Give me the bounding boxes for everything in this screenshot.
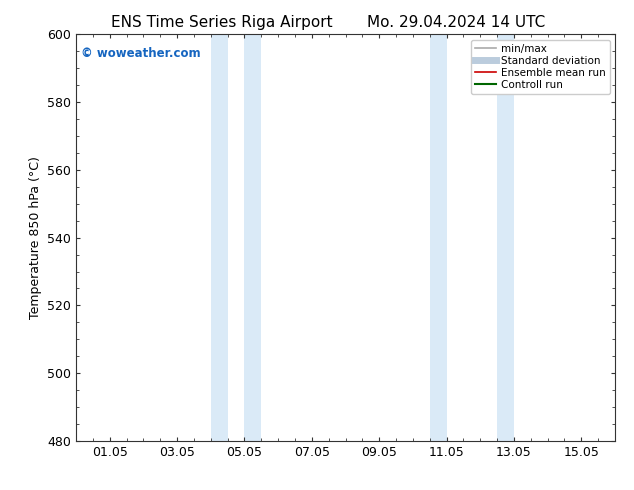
Bar [245,34,261,441]
Bar [497,34,514,441]
Text: ENS Time Series Riga Airport: ENS Time Series Riga Airport [111,15,333,30]
Legend: min/max, Standard deviation, Ensemble mean run, Controll run: min/max, Standard deviation, Ensemble me… [470,40,610,94]
Bar [430,34,446,441]
Text: Mo. 29.04.2024 14 UTC: Mo. 29.04.2024 14 UTC [367,15,546,30]
Y-axis label: Temperature 850 hPa (°C): Temperature 850 hPa (°C) [29,156,42,319]
Bar [210,34,228,441]
Text: © woweather.com: © woweather.com [81,47,201,59]
